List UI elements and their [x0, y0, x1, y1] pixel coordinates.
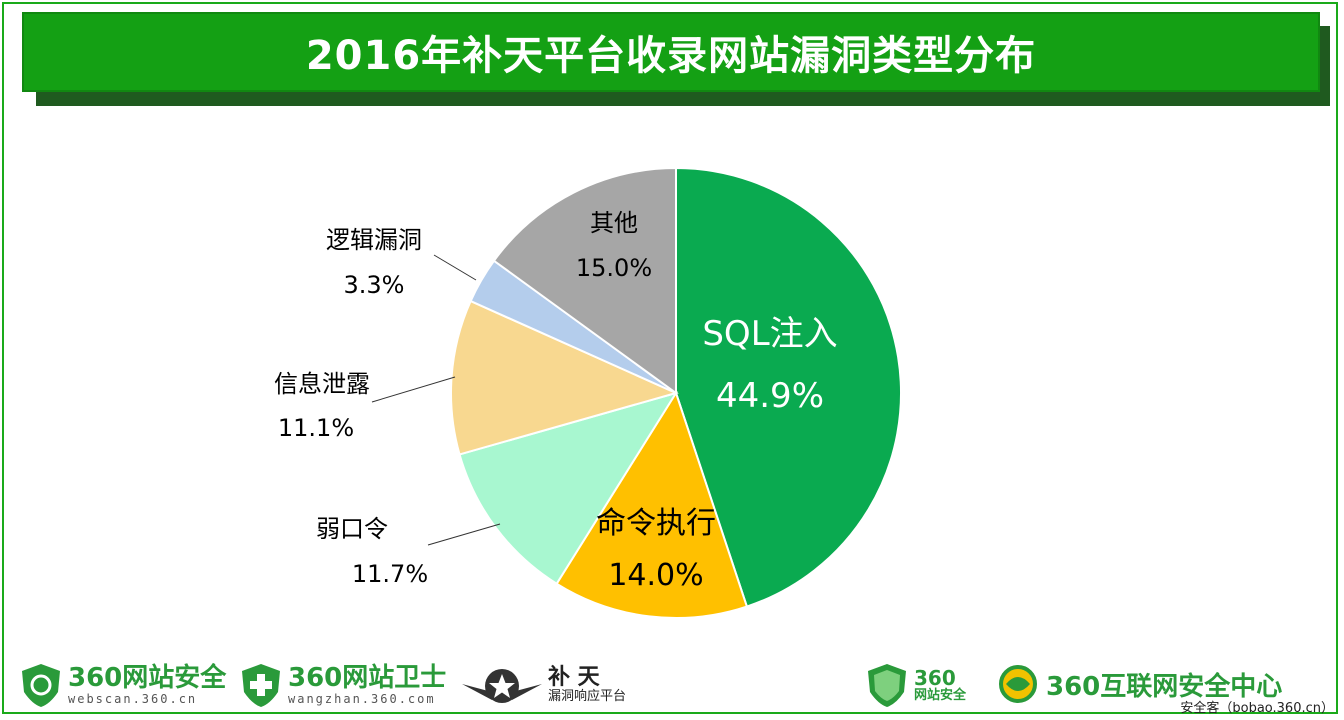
slice-value-label: 11.1% — [278, 414, 354, 442]
logo-wangzhan: 360网站卫士 wangzhan.360.com — [240, 662, 446, 708]
logo-webscan-url: webscan.360.cn — [68, 691, 198, 706]
logo-360-name: 360 — [914, 665, 956, 690]
pie-slice — [555, 390, 749, 619]
slice-value-label: 15.0% — [576, 254, 652, 282]
logo-360-sub: 网站安全 — [914, 687, 967, 703]
slice-value-label: 3.3% — [344, 271, 405, 299]
pie-slice — [675, 166, 902, 608]
green-shield-icon — [868, 664, 906, 707]
green-globe-icon — [999, 665, 1037, 703]
leader-line — [371, 376, 456, 403]
star-wings-icon — [462, 669, 542, 703]
slice-value-label: 11.7% — [352, 560, 428, 588]
credit-text: 安全客（bobao.360.cn） — [1180, 701, 1334, 716]
leader-line — [433, 254, 477, 281]
slice-label: 命令执行 — [596, 506, 716, 541]
logo-butian: 补 天 漏洞响应平台 — [462, 662, 626, 708]
footer-logos: 360网站安全 webscan.360.cn 360网站卫士 wangzhan.… — [0, 648, 1344, 720]
title-banner: 2016年补天平台收录网站漏洞类型分布 — [22, 12, 1320, 92]
slice-value-label: 44.9% — [716, 376, 824, 416]
page-title: 2016年补天平台收录网站漏洞类型分布 — [305, 33, 1037, 79]
slice-label: 信息泄露 — [274, 370, 370, 398]
logo-webscan-name: 360网站安全 — [68, 663, 227, 694]
logo-butian-name: 补 天 — [548, 664, 600, 690]
logo-360-site-security: 360 网站安全 — [866, 662, 966, 708]
logo-butian-sub: 漏洞响应平台 — [548, 688, 627, 704]
logo-wangzhan-name: 360网站卫士 — [288, 663, 447, 694]
slice-value-label: 14.0% — [608, 558, 703, 593]
slice-label: 逻辑漏洞 — [326, 226, 422, 254]
pie-slice — [492, 166, 677, 395]
pie-slice — [458, 391, 679, 586]
slice-label: SQL注入 — [702, 314, 837, 354]
green-cross-shield-icon — [242, 664, 280, 707]
green-shield-icon — [22, 664, 60, 707]
logo-webscan: 360网站安全 webscan.360.cn — [20, 662, 226, 708]
logo-isc-name: 360互联网安全中心 — [1046, 671, 1283, 702]
logo-360-internet-security-center: 360互联网安全中心 — [996, 664, 1282, 704]
slice-label: 弱口令 — [316, 515, 388, 543]
slice-label: 其他 — [590, 209, 638, 237]
leader-line — [427, 523, 501, 546]
pie-slice — [450, 299, 679, 456]
logo-wangzhan-url: wangzhan.360.com — [288, 691, 436, 706]
